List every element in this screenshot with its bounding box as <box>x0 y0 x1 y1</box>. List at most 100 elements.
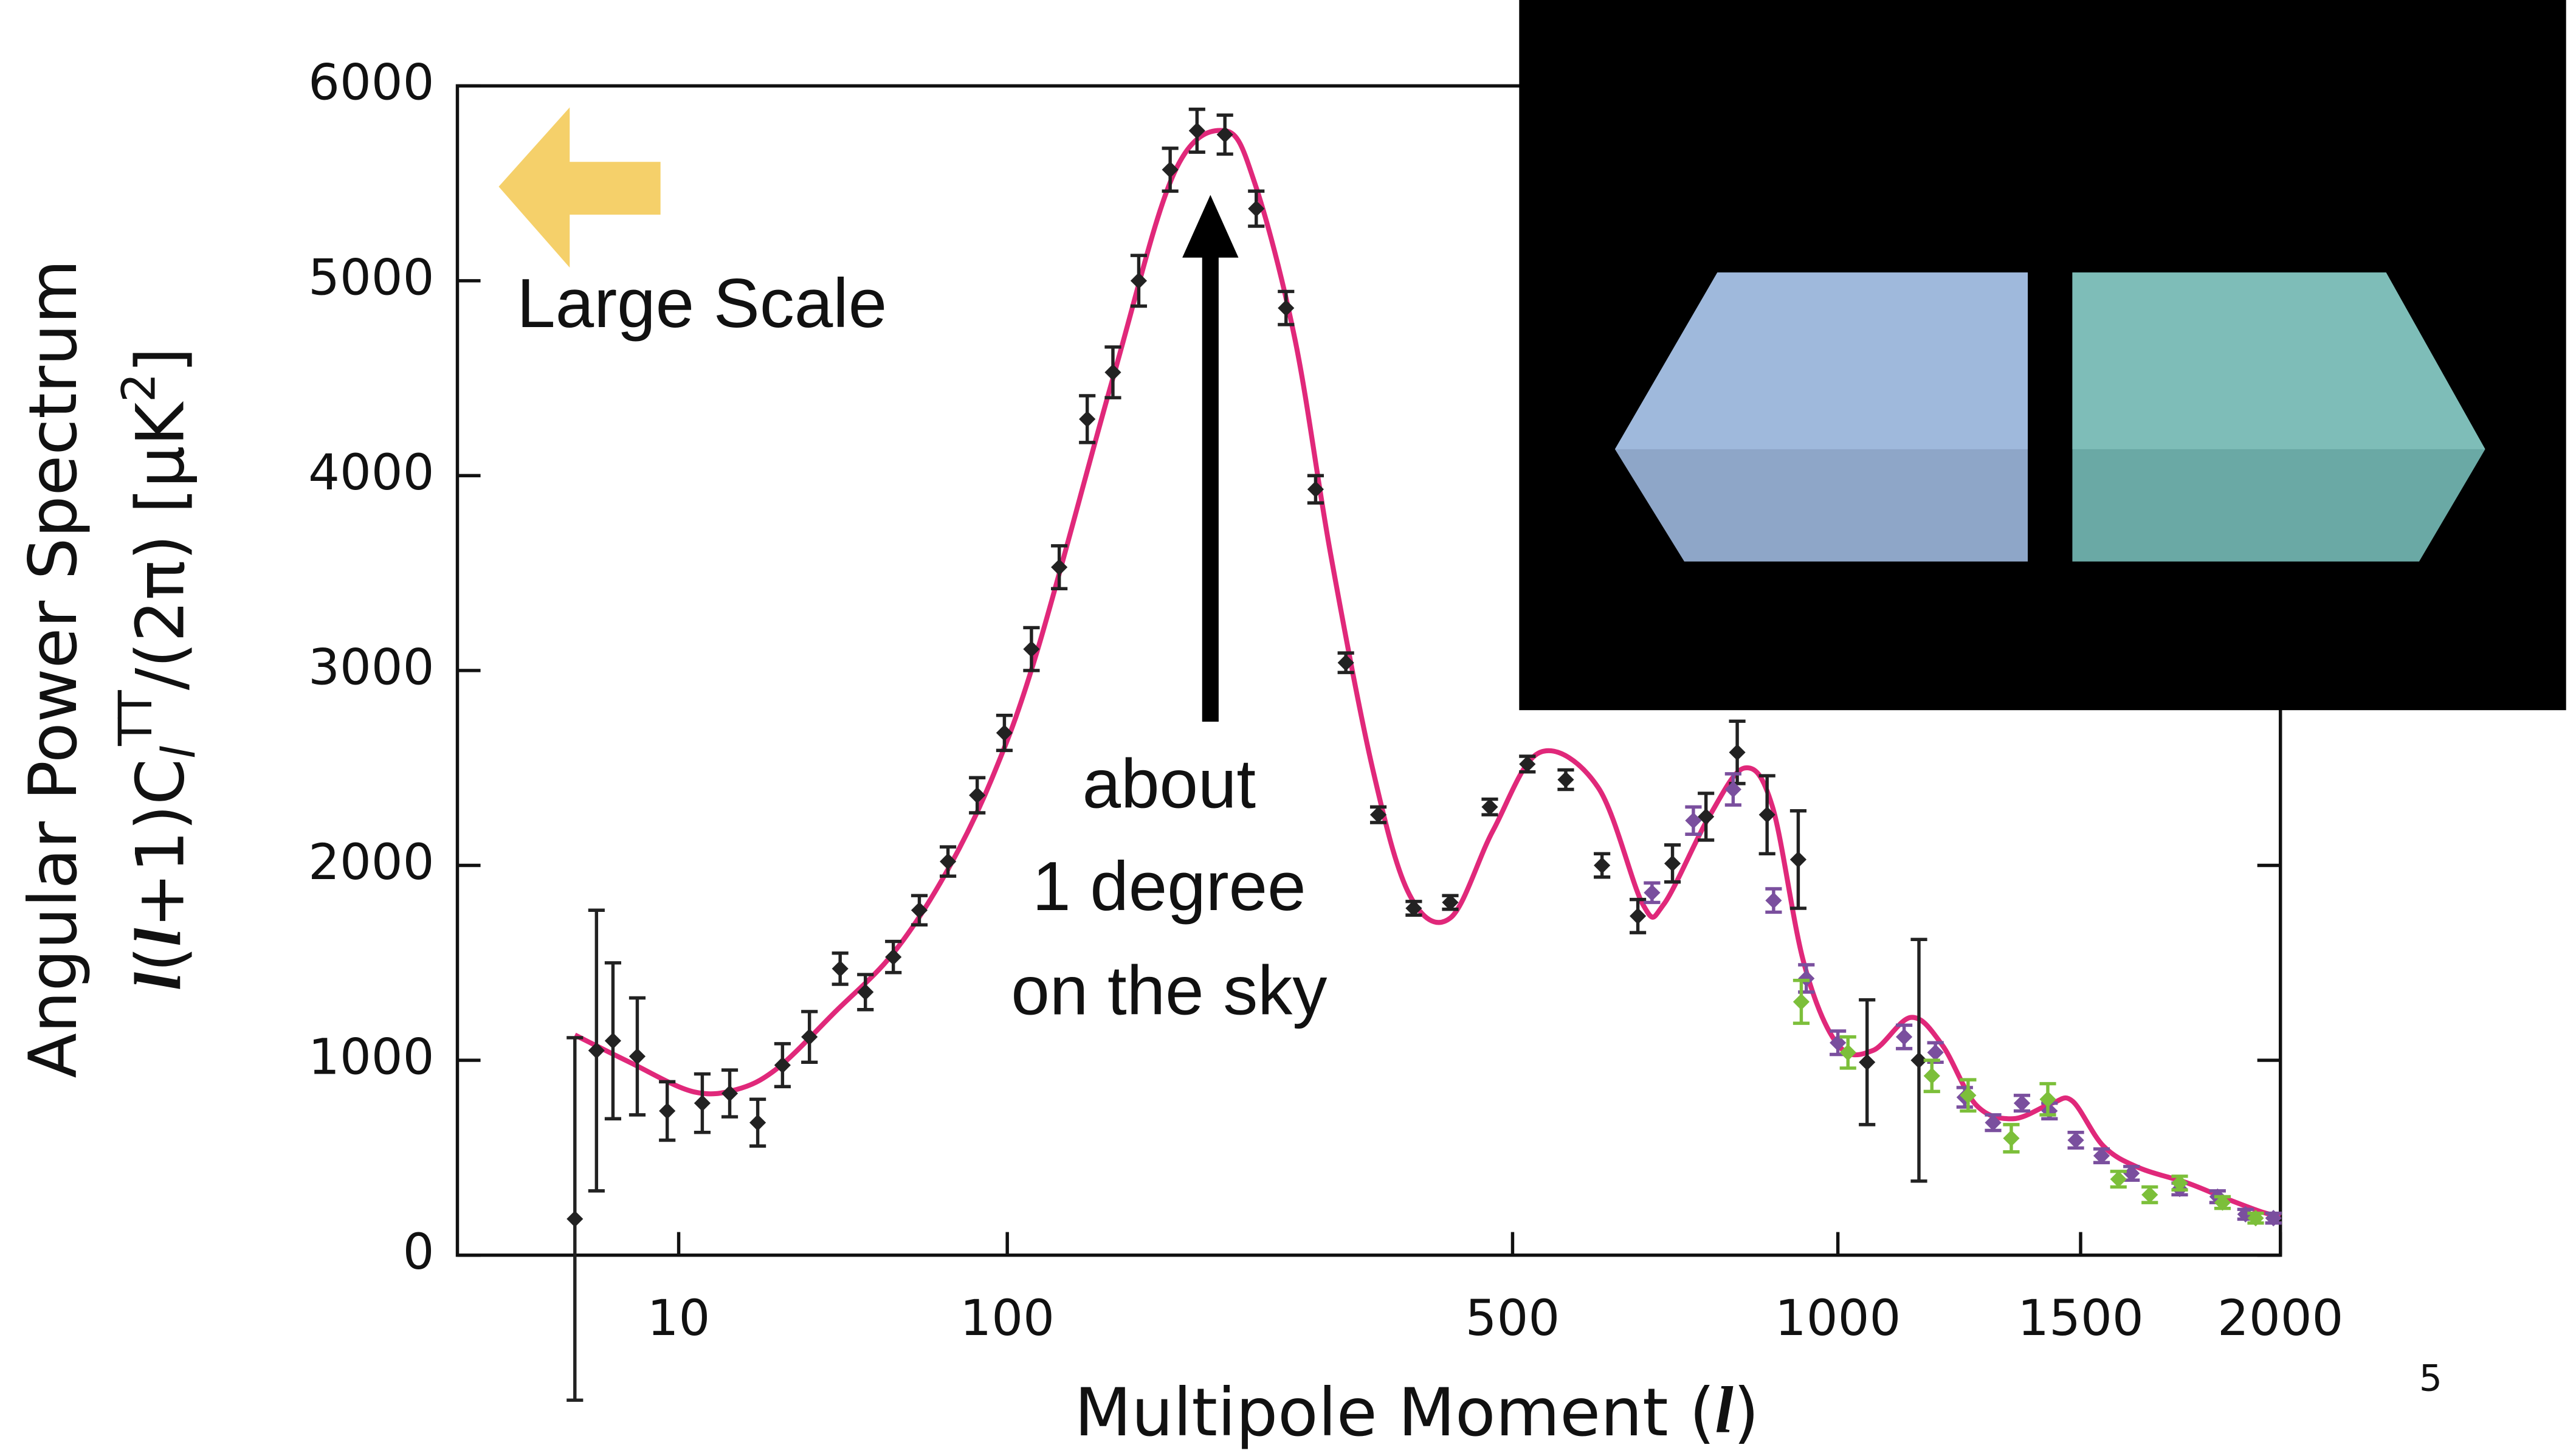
y-tick-label: 2000 <box>308 833 434 891</box>
data-point <box>1079 410 1096 428</box>
data-point <box>1519 756 1536 773</box>
data-point <box>629 1048 646 1065</box>
y-label-part: ] <box>122 347 199 373</box>
x-label-part: ) <box>1734 1374 1759 1451</box>
data-point <box>2214 1194 2231 1211</box>
inset-image <box>1519 0 2566 711</box>
data-point <box>969 787 986 804</box>
x-label-part: Multipole Moment ( <box>1075 1374 1715 1451</box>
data-point <box>1130 272 1148 289</box>
data-point <box>801 1029 818 1046</box>
data-point <box>1369 806 1387 823</box>
y-label-part: 2 <box>112 373 166 402</box>
data-point <box>1216 126 1233 143</box>
y-tick-label: 5000 <box>308 249 434 306</box>
data-point <box>1789 851 1807 868</box>
data-point <box>588 1042 605 1059</box>
data-point <box>2003 1130 2020 1147</box>
x-tick-label: 100 <box>960 1289 1055 1347</box>
x-tick-label: 1500 <box>2017 1289 2143 1347</box>
data-point <box>2141 1186 2158 1203</box>
data-point <box>1923 1068 1940 1085</box>
data-point <box>721 1085 739 1102</box>
y-tick-label: 1000 <box>308 1029 434 1086</box>
data-point <box>1724 781 1741 798</box>
data-point <box>2013 1095 2031 1112</box>
y-label-part: l <box>122 928 195 947</box>
y-label-part: l <box>151 746 205 759</box>
data-point <box>1960 1087 1977 1104</box>
model-curve <box>573 128 2281 1219</box>
data-point <box>1051 559 1068 576</box>
x-tick-label: 2000 <box>2217 1289 2343 1347</box>
data-point <box>604 1032 622 1049</box>
data-point <box>2247 1210 2264 1227</box>
page-number: 5 <box>2419 1358 2442 1400</box>
y-label-part: TT <box>108 690 162 747</box>
data-point <box>1630 908 1647 925</box>
x-tick-label: 1000 <box>1775 1289 1901 1347</box>
y-axis-label: Angular Power Spectrum <box>15 260 92 1078</box>
data-point <box>1594 857 1611 874</box>
data-point <box>1729 744 1746 761</box>
data-point <box>1793 993 1810 1010</box>
data-point <box>1758 806 1775 823</box>
annotation: 1 degree <box>1032 848 1306 925</box>
data-point <box>2067 1131 2084 1149</box>
arrow-label: Large Scale <box>517 265 887 342</box>
data-point <box>1405 900 1422 917</box>
y-axis-label: l(l+1)ClTT/(2π) [μK2] <box>108 347 205 990</box>
data-point <box>1481 798 1498 815</box>
data-point <box>940 853 957 870</box>
data-point <box>857 984 874 1001</box>
y-tick-label: 3000 <box>308 638 434 696</box>
peak-arrow-head <box>1182 195 1239 258</box>
data-point <box>1337 654 1354 671</box>
annotation: about <box>1083 746 1256 823</box>
data-point <box>1188 122 1205 139</box>
data-point <box>1896 1029 1913 1046</box>
y-label-part: l <box>122 971 195 990</box>
y-label-part: ( <box>122 947 199 972</box>
data-point <box>1830 1034 1847 1051</box>
data-point <box>1644 884 1661 901</box>
data-point <box>1765 892 1782 909</box>
data-point <box>832 960 849 978</box>
data-point <box>885 948 902 965</box>
data-point <box>2039 1091 2056 1108</box>
y-tick-label: 0 <box>403 1223 435 1281</box>
data-point <box>1839 1044 1856 1061</box>
data-point <box>911 902 928 919</box>
x-label-part: l <box>1715 1373 1734 1447</box>
x-tick-label: 500 <box>1465 1289 1560 1347</box>
blue-box-top <box>1614 272 2028 449</box>
data-point <box>2123 1165 2140 1182</box>
data-point <box>1664 855 1681 872</box>
teal-box-top <box>2072 272 2485 449</box>
y-tick-label: 4000 <box>308 444 434 502</box>
data-point <box>567 1210 584 1227</box>
plot-area: 0 1000 2000 3000 4000 5000 6000 10 100 500 1000 150… <box>308 54 2343 1402</box>
data-point <box>694 1095 711 1112</box>
y-label-part: /(2π) [μK <box>122 401 199 690</box>
data-point <box>1278 300 1295 317</box>
y-tick-label: 6000 <box>308 54 434 112</box>
x-tick-label: 10 <box>647 1289 711 1347</box>
data-point <box>2265 1210 2282 1227</box>
annotation: on the sky <box>1011 952 1327 1029</box>
data-point <box>1307 481 1324 498</box>
data-point <box>659 1102 676 1120</box>
large-scale-arrow <box>498 107 661 268</box>
data-point <box>1023 641 1040 658</box>
data-point <box>996 724 1013 742</box>
data-point <box>1557 771 1574 788</box>
data-point <box>2093 1147 2110 1164</box>
data-point <box>2171 1175 2188 1192</box>
data-point <box>1985 1114 2002 1131</box>
x-axis-label: Multipole Moment (l) <box>1075 1373 1760 1451</box>
y-label-part: +1)C <box>122 759 199 928</box>
data-point <box>1104 364 1121 381</box>
data-point <box>1685 812 1702 829</box>
data-point <box>749 1114 766 1131</box>
